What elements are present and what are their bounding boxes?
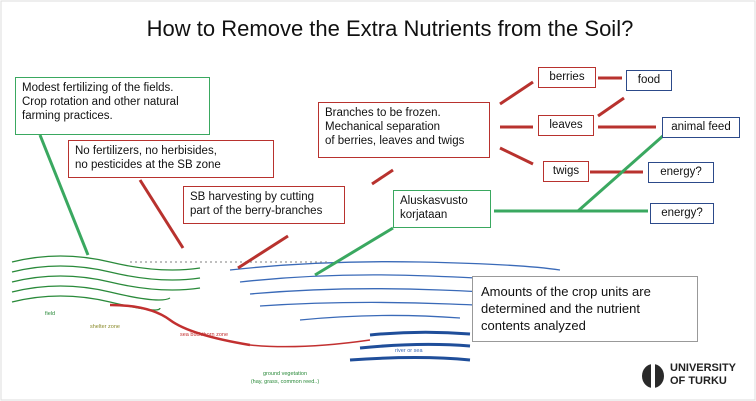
label-ground: (hay, grass, common reed..) <box>251 379 320 385</box>
use: food <box>626 70 672 91</box>
line: Crop rotation and other natural <box>22 95 203 109</box>
label-buckthorn: sea buckthorn zone <box>180 332 228 338</box>
line: Branches to be frozen. <box>325 106 483 120</box>
label-field: field <box>45 311 55 317</box>
line: Amounts of the crop units are <box>481 283 689 300</box>
line: of berries, leaves and twigs <box>325 134 483 148</box>
box: Branches to be frozen.Mechanical separat… <box>318 102 490 158</box>
line: contents analyzed <box>481 317 689 334</box>
label-ground: ground vegetation <box>263 371 307 377</box>
slide: field shelter zone sea buckthorn zone ri… <box>0 0 756 401</box>
product: twigs <box>543 161 589 182</box>
product: berries <box>538 67 596 88</box>
line: farming practices. <box>22 109 203 123</box>
logo-text: OF TURKU <box>670 375 727 387</box>
use: energy? <box>648 162 714 183</box>
label-shelter: shelter zone <box>90 324 120 330</box>
box: Modest fertilizing of the fields.Crop ro… <box>15 77 210 135</box>
line: No fertilizers, no herbisides, <box>75 144 267 158</box>
box: No fertilizers, no herbisides,no pestici… <box>68 140 274 178</box>
line: SB harvesting by cutting <box>190 190 338 204</box>
product: leaves <box>538 115 594 136</box>
line: no pesticides at the SB zone <box>75 158 267 172</box>
logo-text: UNIVERSITY <box>670 362 737 374</box>
use: animal feed <box>662 117 740 138</box>
line: Mechanical separation <box>325 120 483 134</box>
line: Aluskasvusto <box>400 194 484 208</box>
line: part of the berry-branches <box>190 204 338 218</box>
label-water: river or sea <box>395 348 423 354</box>
title: How to Remove the Extra Nutrients from t… <box>147 16 634 41</box>
use: energy? <box>650 203 714 224</box>
line: determined and the nutrient <box>481 300 689 317</box>
line: Modest fertilizing of the fields. <box>22 81 203 95</box>
logo-mark <box>642 364 664 388</box>
line: korjataan <box>400 208 484 222</box>
